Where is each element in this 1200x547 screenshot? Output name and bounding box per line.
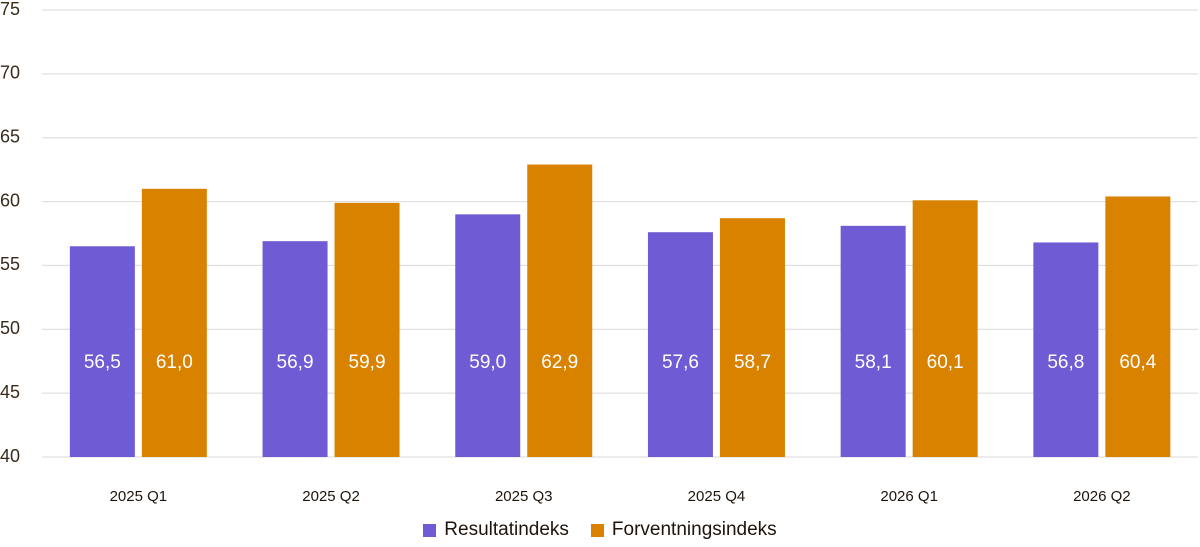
bar	[840, 225, 906, 457]
y-tick-label: 45	[0, 382, 20, 402]
x-tick-label: 2025 Q2	[302, 488, 360, 505]
legend-swatch-resultatindeks	[423, 523, 437, 537]
x-tick-label: 2025 Q3	[495, 488, 553, 505]
bar-data-label: 58,1	[855, 352, 892, 373]
bar	[1105, 196, 1171, 457]
y-tick-label: 75	[0, 0, 20, 19]
bar	[719, 218, 785, 457]
y-tick-label: 50	[0, 318, 20, 338]
legend-swatch-forventningsindeks	[590, 523, 604, 537]
bar	[69, 246, 135, 457]
bar-data-label: 56,5	[84, 352, 121, 373]
y-tick-label: 60	[0, 190, 20, 210]
bar	[262, 241, 328, 457]
y-tick-label: 65	[0, 126, 20, 146]
y-tick-label: 55	[0, 254, 20, 274]
legend-item-forventningsindeks: Forventningsindeks	[590, 519, 777, 541]
bar-data-label: 59,9	[349, 352, 386, 373]
y-tick-label: 70	[0, 63, 20, 83]
bar-data-label: 60,4	[1119, 352, 1156, 373]
bar-data-label: 56,8	[1047, 352, 1084, 373]
bar-data-label: 61,0	[156, 352, 193, 373]
bar-data-label: 56,9	[277, 352, 314, 373]
bar	[334, 202, 400, 457]
bar	[912, 200, 978, 457]
bar	[455, 214, 521, 457]
legend-label-resultatindeks: Resultatindeks	[444, 519, 569, 540]
bar-data-label: 60,1	[927, 352, 964, 373]
legend-label-forventningsindeks: Forventningsindeks	[611, 519, 777, 540]
bar	[647, 232, 713, 457]
y-tick-label: 40	[0, 446, 20, 466]
x-tick-label: 2025 Q1	[110, 488, 168, 505]
bar	[141, 188, 207, 458]
bar-data-label: 59,0	[469, 352, 506, 373]
legend-item-resultatindeks: Resultatindeks	[423, 519, 569, 541]
bar	[527, 164, 593, 457]
bar-data-label: 57,6	[662, 352, 699, 373]
x-tick-label: 2026 Q1	[880, 488, 938, 505]
bar-data-label: 58,7	[734, 352, 771, 373]
bar-data-label: 62,9	[541, 352, 578, 373]
bar	[1033, 242, 1099, 457]
chart-legend: Resultatindeks Forventningsindeks	[0, 519, 1200, 541]
x-tick-label: 2025 Q4	[688, 488, 746, 505]
x-tick-label: 2026 Q2	[1073, 488, 1131, 505]
